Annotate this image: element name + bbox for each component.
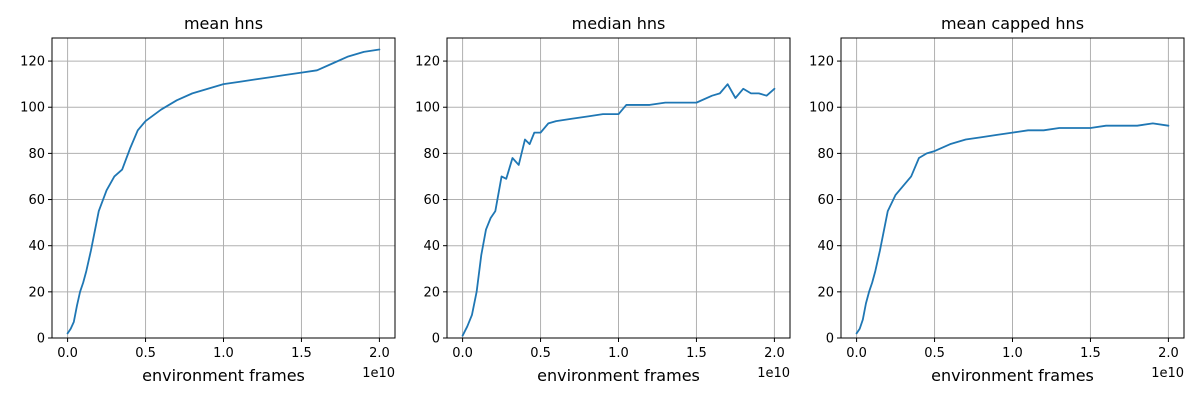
chart-title: mean hns <box>184 14 263 33</box>
y-tick-label: 120 <box>20 55 45 70</box>
x-axis-label: environment frames <box>537 366 700 385</box>
y-tick-label: 60 <box>817 193 834 208</box>
y-tick-label: 80 <box>28 147 45 162</box>
y-tick-label: 40 <box>817 239 834 254</box>
y-tick-label: 120 <box>415 55 440 70</box>
y-tick-label: 0 <box>37 332 45 347</box>
x-tick-label: 0.5 <box>135 346 156 361</box>
chart-title: median hns <box>572 14 666 33</box>
x-tick-label: 0.0 <box>846 346 867 361</box>
x-tick-label: 1.0 <box>1002 346 1023 361</box>
chart-panel-2: 0.0 0.5 1.0 1.5 2.0 0 20 40 60 80 100 120 median hns… <box>415 14 791 385</box>
x-tick-label: 1.5 <box>291 346 312 361</box>
x-tick-label: 0.0 <box>57 346 78 361</box>
x-tick-label: 1.5 <box>686 346 707 361</box>
x-offset-label: 1e10 <box>362 366 395 381</box>
chart-panel-3: 0.0 0.5 1.0 1.5 2.0 0 20 40 60 80 100 120 mean cappe… <box>809 14 1185 385</box>
y-tick-label: 0 <box>826 332 834 347</box>
x-tick-label: 2.0 <box>1158 346 1179 361</box>
y-tick-label: 60 <box>28 193 45 208</box>
y-tick-label: 80 <box>423 147 440 162</box>
y-tick-label: 80 <box>817 147 834 162</box>
series-line <box>855 122 1170 335</box>
x-tick-label: 1.0 <box>608 346 629 361</box>
y-tick-label: 120 <box>809 55 834 70</box>
y-tick-label: 60 <box>423 193 440 208</box>
x-tick-label: 1.0 <box>213 346 234 361</box>
series-line <box>461 83 776 337</box>
x-tick-label: 2.0 <box>764 346 785 361</box>
x-tick-label: 0.5 <box>924 346 945 361</box>
x-tick-label: 2.0 <box>369 346 390 361</box>
y-tick-label: 40 <box>28 239 45 254</box>
x-offset-label: 1e10 <box>757 366 790 381</box>
chart-panel-1: 0.0 0.5 1.0 1.5 2.0 0 20 40 60 80 100 120 mean hns en… <box>20 14 396 385</box>
x-axis-label: environment frames <box>142 366 305 385</box>
x-tick-label: 0.0 <box>452 346 473 361</box>
y-tick-label: 100 <box>415 101 440 116</box>
series-line <box>66 48 381 335</box>
y-tick-label: 40 <box>423 239 440 254</box>
y-tick-label: 0 <box>432 332 440 347</box>
x-tick-label: 1.5 <box>1080 346 1101 361</box>
y-tick-label: 20 <box>423 285 440 300</box>
y-tick-label: 100 <box>809 101 834 116</box>
y-tick-label: 20 <box>817 285 834 300</box>
x-tick-label: 0.5 <box>530 346 551 361</box>
x-offset-label: 1e10 <box>1151 366 1184 381</box>
x-axis-label: environment frames <box>931 366 1094 385</box>
chart-title: mean capped hns <box>941 14 1084 33</box>
y-tick-label: 20 <box>28 285 45 300</box>
y-tick-label: 100 <box>20 101 45 116</box>
